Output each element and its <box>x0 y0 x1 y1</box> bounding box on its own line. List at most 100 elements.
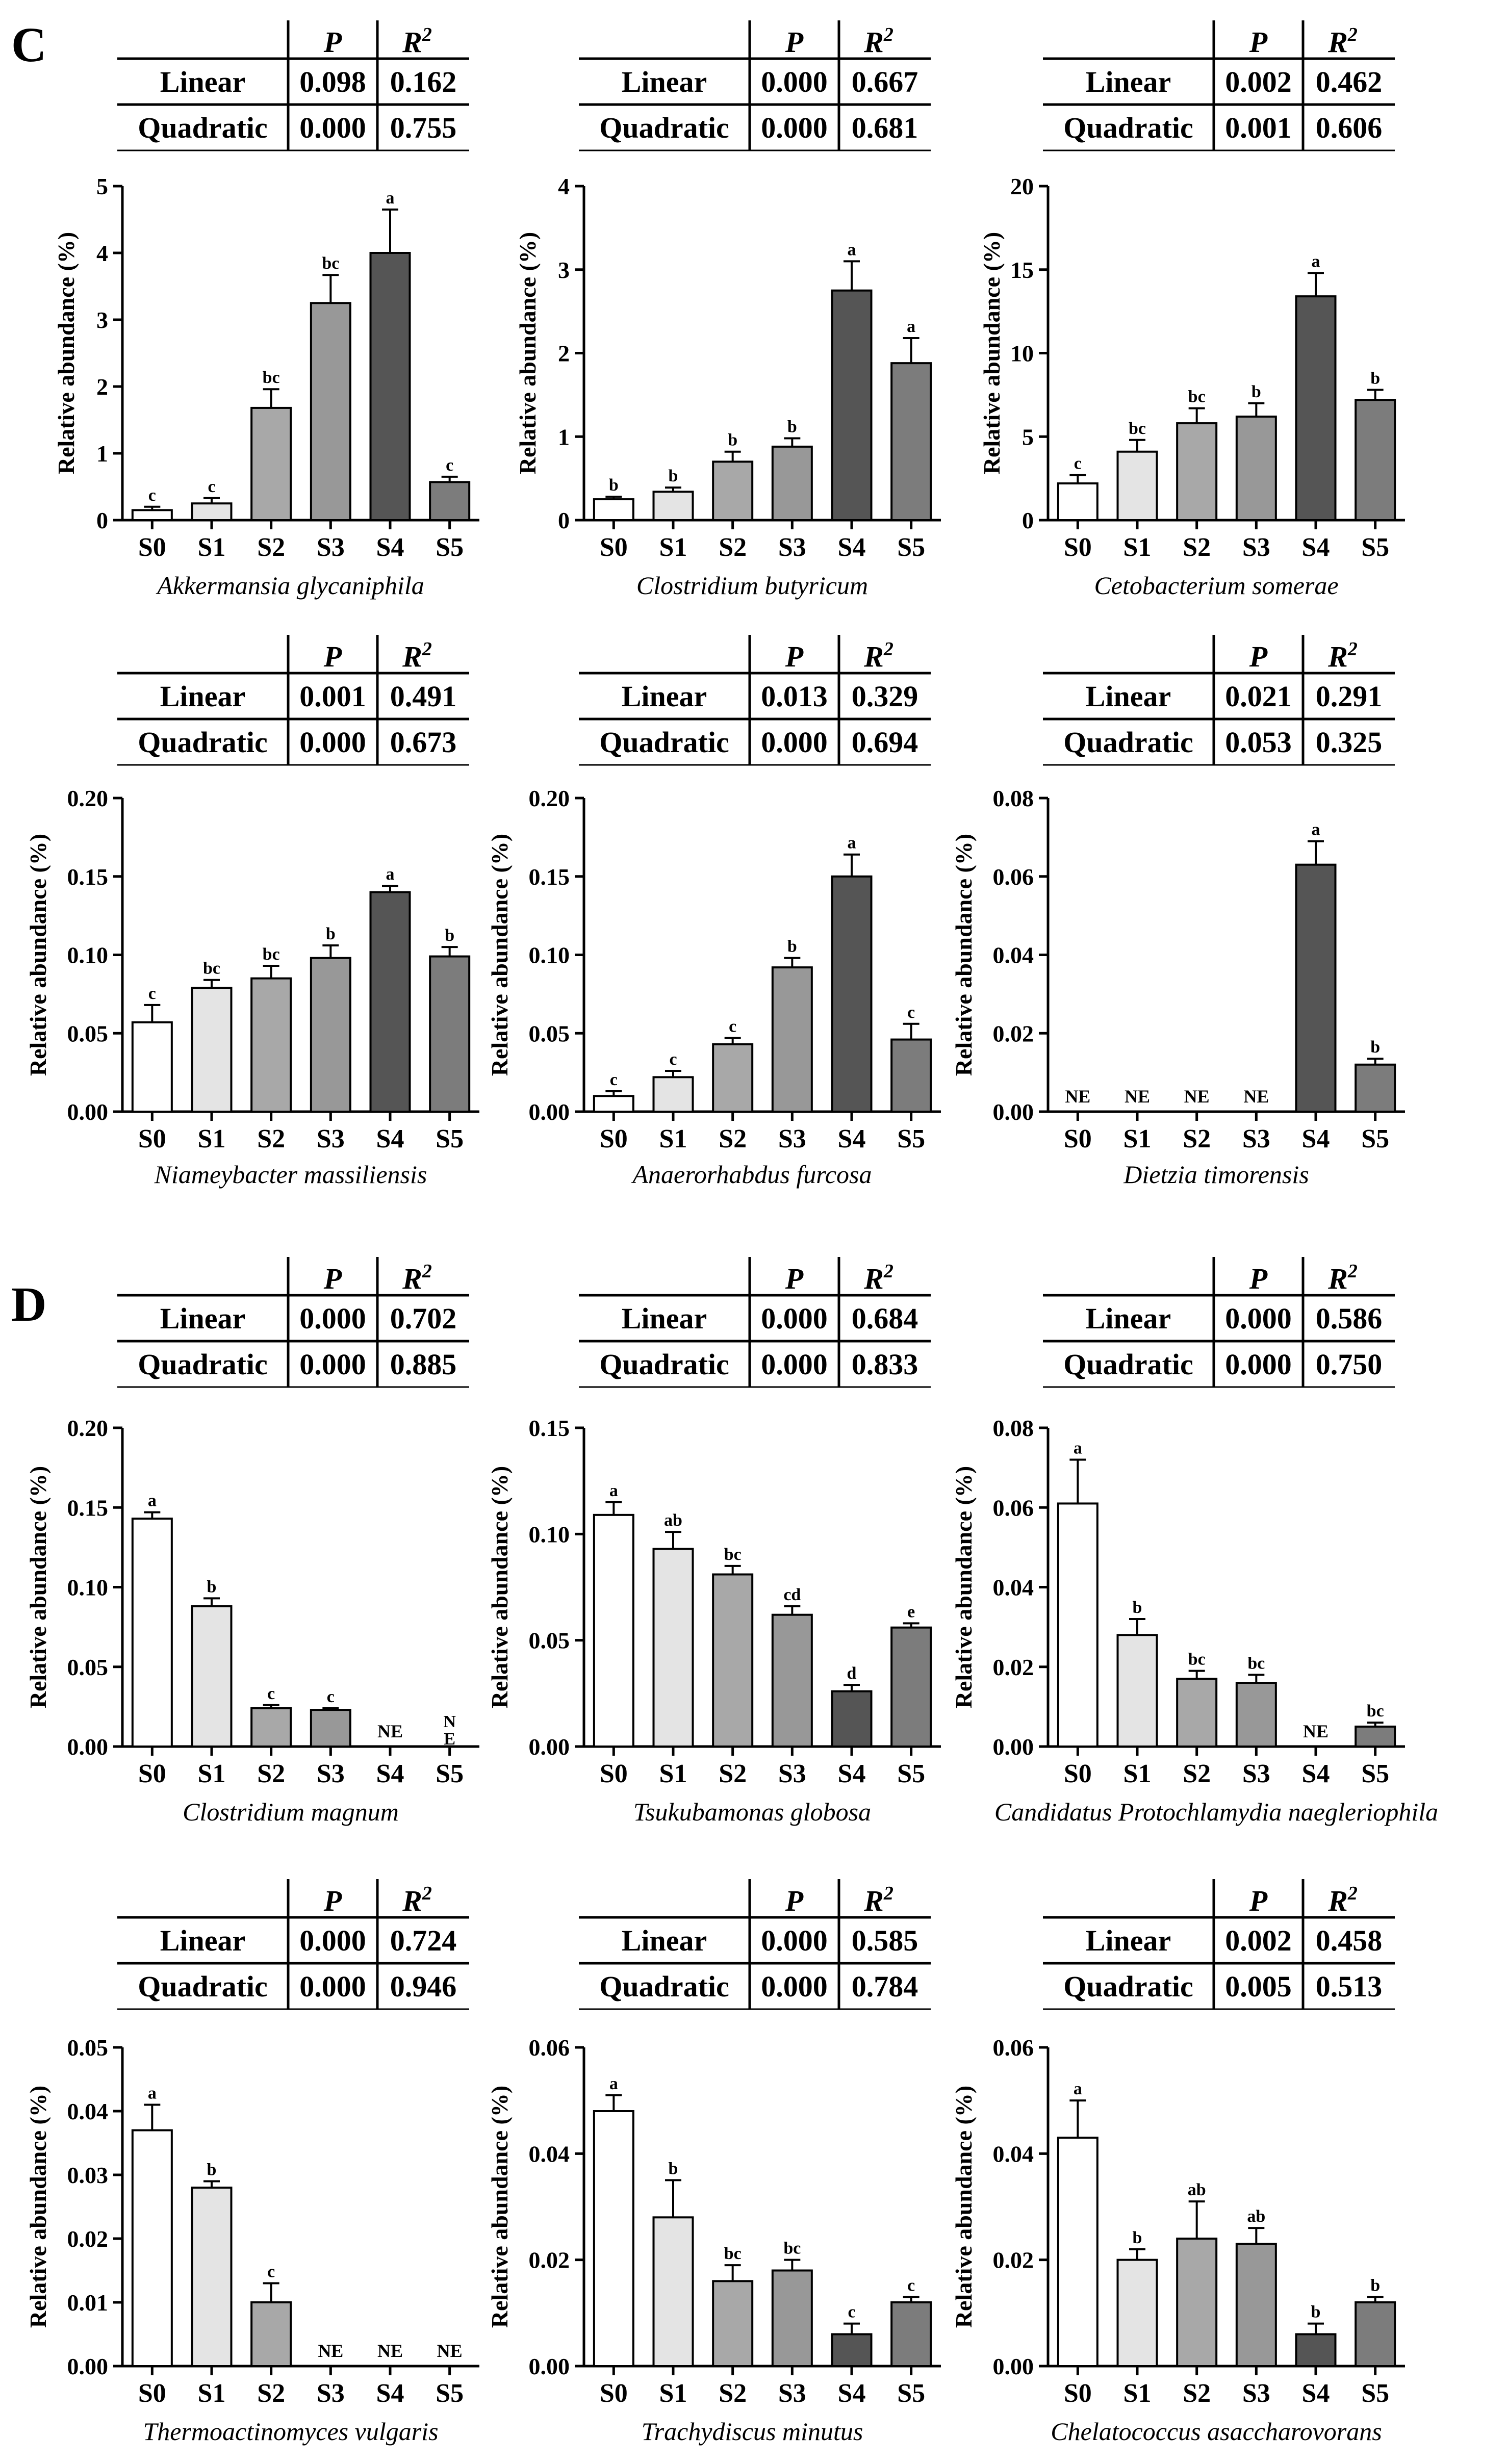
sig-label: NE <box>377 2341 403 2361</box>
sig-label: ab <box>664 1511 682 1530</box>
chart-title: Niameybacter massiliensis <box>154 1160 427 1189</box>
sig-label: bc <box>203 959 220 978</box>
bar <box>771 966 813 1113</box>
x-tick-label: S1 <box>1123 2379 1152 2408</box>
sig-label: c <box>610 1070 618 1089</box>
table-cell-r2: 0.586 <box>1316 1302 1383 1335</box>
y-axis-label: Relative abundance (%) <box>951 2086 977 2328</box>
sig-label: b <box>1370 369 1380 388</box>
table-cell-r2: 0.724 <box>390 1924 457 1957</box>
y-tick-label: 0.05 <box>67 1654 109 1680</box>
chart-anaerorhabdus-furcosa: P R2 Linear 0.013 0.329 Quadratic 0.000 0.694 0.… <box>487 635 941 1189</box>
x-tick-label: S5 <box>1361 2379 1389 2408</box>
bar <box>890 1626 932 1748</box>
table-cell-r2: 0.694 <box>852 726 918 759</box>
bar <box>712 1573 754 1748</box>
sig-label: b <box>728 431 737 450</box>
table-header-p: P <box>323 1262 342 1295</box>
sig-label: NE <box>377 1721 403 1741</box>
table-row-label: Quadratic <box>599 1970 729 2003</box>
y-tick-label: 0.04 <box>993 2141 1034 2167</box>
y-tick-label: 5 <box>1022 424 1034 450</box>
x-tick-label: S1 <box>659 2379 687 2408</box>
table-header-p: P <box>785 25 804 59</box>
bar <box>131 2129 173 2367</box>
x-tick-label: S5 <box>436 2379 464 2408</box>
bar <box>429 481 471 522</box>
table-header-p: P <box>1249 25 1268 59</box>
table-cell-p: 0.000 <box>761 65 828 98</box>
sig-label: bc <box>1247 1654 1265 1673</box>
sig-label: a <box>848 834 856 853</box>
sig-label: NE <box>1065 1086 1090 1107</box>
sig-label: a <box>386 865 395 884</box>
bar <box>191 987 233 1113</box>
x-tick-label: S3 <box>317 1124 345 1153</box>
sig-label: c <box>267 1684 275 1703</box>
x-tick-label: S1 <box>198 1124 226 1153</box>
table-cell-p: 0.000 <box>761 726 828 759</box>
bar <box>369 891 411 1113</box>
stats-table: P R2 Linear 0.002 0.458 Quadratic 0.005 0.513 <box>1043 1879 1395 2010</box>
sig-label: bc <box>322 254 339 273</box>
table-header-r2: R2 <box>402 638 432 673</box>
sig-label: bc <box>263 945 280 964</box>
sig-label: c <box>208 477 215 496</box>
table-cell-p: 0.000 <box>1225 1302 1292 1335</box>
sig-label: a <box>1074 2080 1082 2098</box>
table-cell-p: 0.000 <box>761 111 828 144</box>
y-tick-label: 1 <box>558 424 570 450</box>
table-cell-p: 0.001 <box>299 680 366 713</box>
y-axis-label: Relative abundance (%) <box>487 2086 513 2328</box>
x-tick-label: S2 <box>1183 533 1211 562</box>
x-tick-label: S4 <box>1302 1759 1330 1788</box>
x-tick-label: S0 <box>600 2379 628 2408</box>
x-tick-label: S0 <box>600 533 628 562</box>
y-tick-label: 0.00 <box>67 1734 109 1760</box>
table-cell-p: 0.000 <box>761 1348 828 1381</box>
table-row-label: Linear <box>1086 1924 1171 1957</box>
y-tick-label: 0.10 <box>529 1521 570 1547</box>
chart-candidatus-protochlamydia-naegleriophila: P R2 Linear 0.000 0.586 Quadratic 0.000 0.750 0.… <box>951 1257 1438 1826</box>
x-tick-label: S1 <box>659 1759 687 1788</box>
x-tick-label: S1 <box>1123 1759 1152 1788</box>
table-header-p: P <box>785 1262 804 1295</box>
stats-table: P R2 Linear 0.002 0.462 Quadratic 0.001 0.606 <box>1043 20 1395 151</box>
chart-niameybacter-massiliensis: P R2 Linear 0.001 0.491 Quadratic 0.000 0.673 0.… <box>25 635 479 1189</box>
table-cell-r2: 0.491 <box>390 680 457 713</box>
y-tick-label: 0.10 <box>529 942 570 968</box>
y-tick-label: 0 <box>1022 507 1034 533</box>
table-cell-r2: 0.325 <box>1316 726 1383 759</box>
table-row-label: Quadratic <box>599 726 729 759</box>
bar-chart: 0.00 0.05 0.10 0.15 0.20 Relative abundance (… <box>487 785 941 1189</box>
bar <box>593 498 634 521</box>
x-tick-label: S3 <box>778 1124 806 1153</box>
table-header-r2: R2 <box>863 1261 893 1295</box>
sig-label: a <box>1074 1439 1082 1458</box>
table-row-label: Quadratic <box>1063 111 1193 144</box>
table-cell-r2: 0.885 <box>390 1348 457 1381</box>
chart-title: Cetobacterium somerae <box>1094 571 1338 600</box>
x-tick-label: S5 <box>1361 1759 1389 1788</box>
table-cell-p: 0.053 <box>1225 726 1292 759</box>
y-tick-label: 1 <box>96 441 108 467</box>
y-tick-label: 10 <box>1010 341 1034 367</box>
x-tick-label: S0 <box>138 533 166 562</box>
stats-table: P R2 Linear 0.000 0.586 Quadratic 0.000 0.750 <box>1043 1257 1395 1388</box>
sig-label: b <box>1251 382 1261 401</box>
sig-label: a <box>609 1481 618 1500</box>
table-cell-r2: 0.750 <box>1316 1348 1383 1381</box>
table-cell-p: 0.000 <box>299 726 366 759</box>
x-tick-label: S2 <box>1183 1759 1211 1788</box>
bar <box>191 502 233 521</box>
stats-table: P R2 Linear 0.000 0.684 Quadratic 0.000 0.833 <box>579 1257 931 1388</box>
bar <box>1295 2333 1337 2367</box>
chart-title: Clostridium butyricum <box>636 571 868 600</box>
table-cell-r2: 0.673 <box>390 726 457 759</box>
bar <box>712 2280 754 2368</box>
bar <box>890 362 932 522</box>
x-tick-label: S2 <box>1183 1124 1211 1153</box>
table-header-r2: R2 <box>863 1883 893 1917</box>
bar <box>771 1613 813 1748</box>
sig-label: a <box>907 317 915 336</box>
